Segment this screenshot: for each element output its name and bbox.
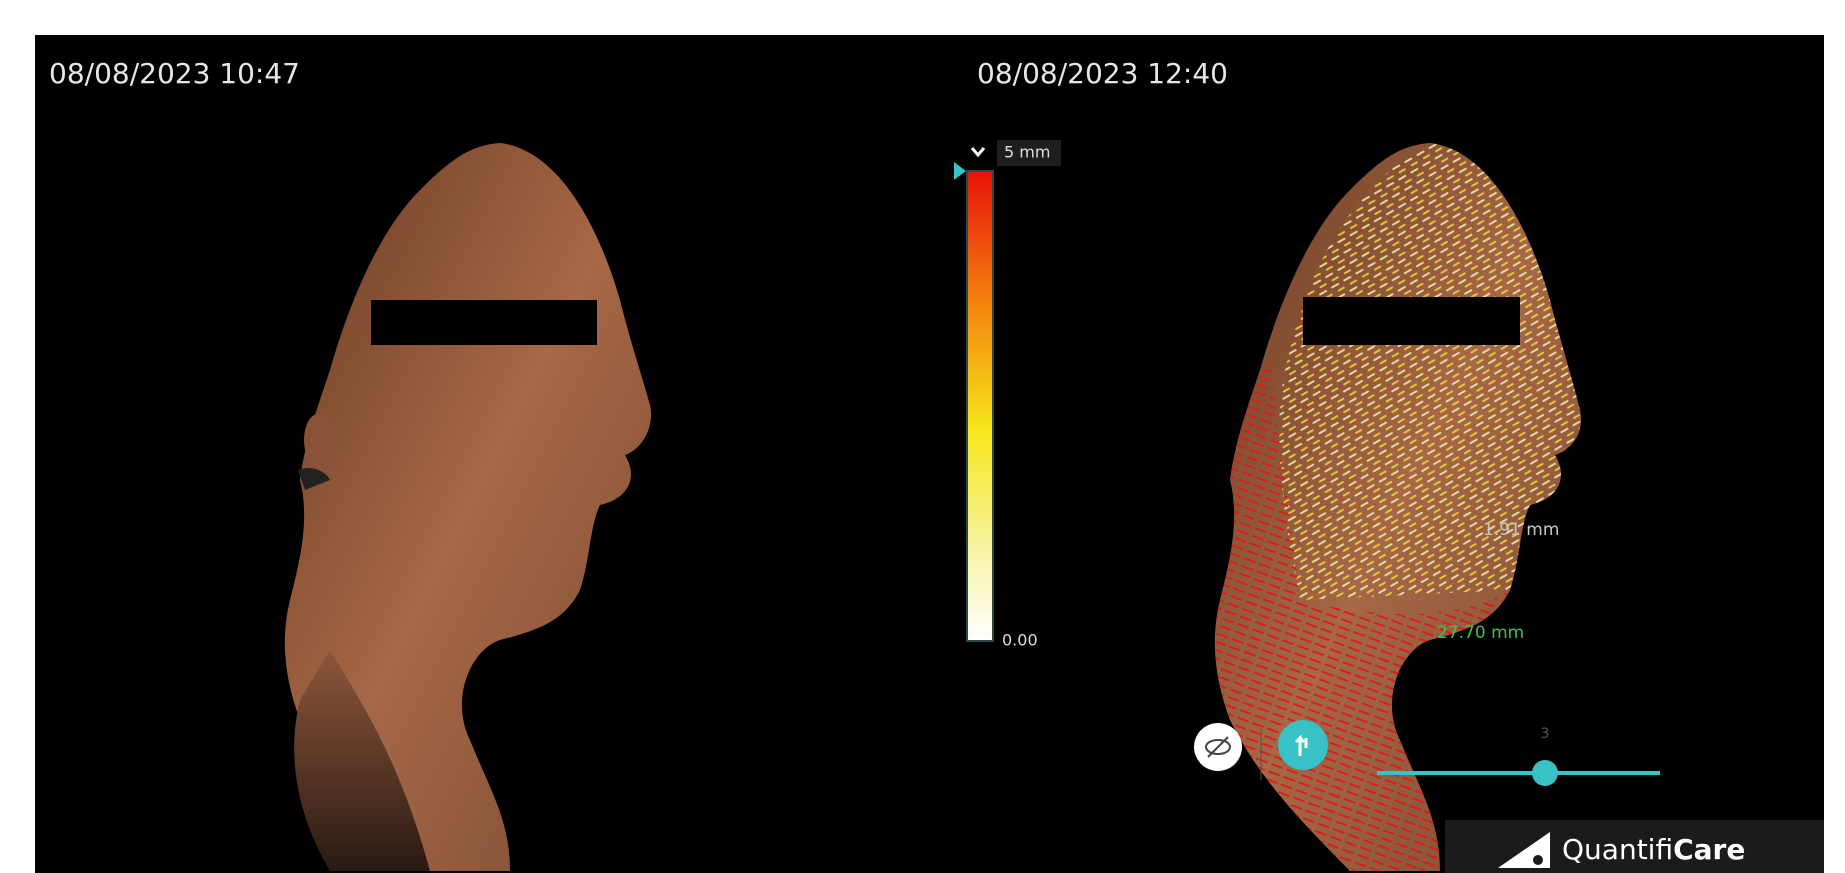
measurement-label: 1.91 mm <box>1483 520 1559 540</box>
vector-toggle[interactable] <box>1278 720 1328 770</box>
redaction <box>371 300 597 345</box>
measurement-label: 27.70 mm <box>1437 623 1524 643</box>
visibility-toggle[interactable] <box>1194 723 1242 771</box>
timestamp: 08/08/2023 12:40 <box>977 57 1228 90</box>
logo-prefix: Quantifi <box>1562 833 1673 866</box>
logo-text: QuantifiCare <box>1562 833 1745 866</box>
slider-value: 3 <box>1541 726 1550 742</box>
redaction <box>1303 297 1520 345</box>
scale-max: 5 mm <box>1004 143 1050 162</box>
logo-emphasis: Care <box>1673 833 1745 866</box>
scale-min: 0.00 <box>1002 631 1038 650</box>
color-scale <box>954 140 1061 642</box>
logo-icon <box>1498 832 1550 868</box>
timestamp: 08/08/2023 10:47 <box>49 57 300 90</box>
slider-knob[interactable] <box>1532 760 1558 786</box>
